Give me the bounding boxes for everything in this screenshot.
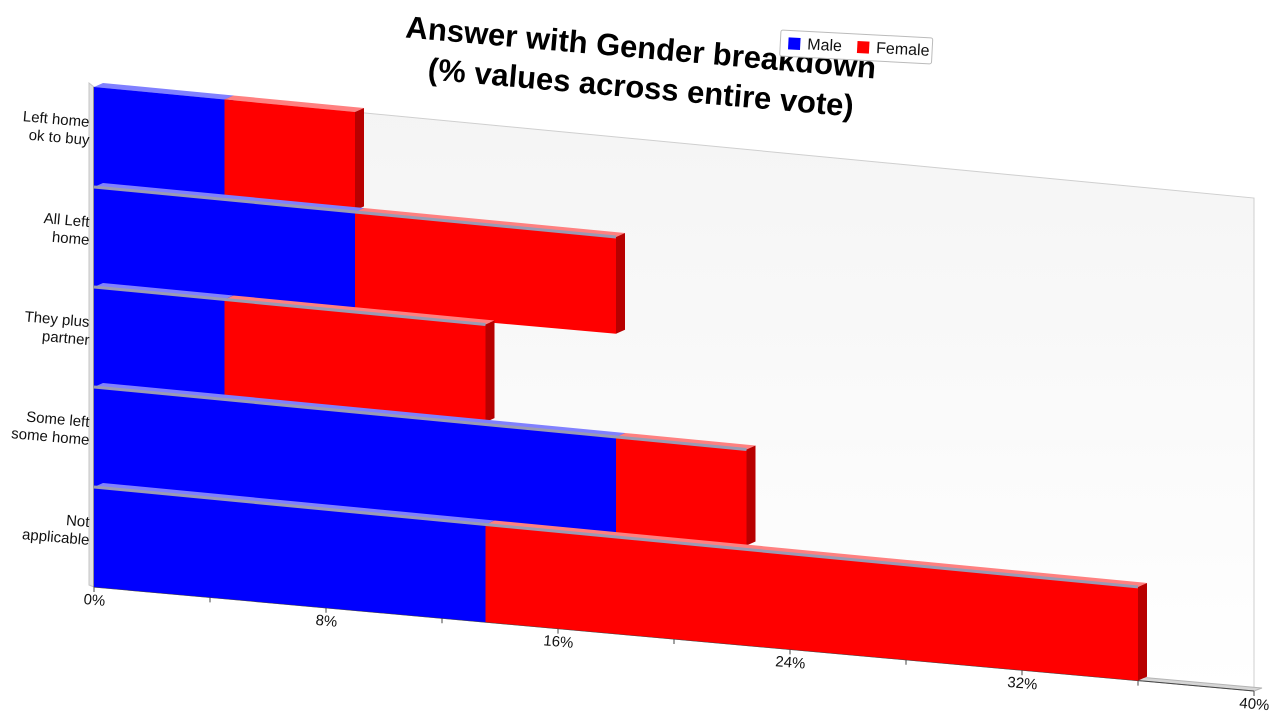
category-label: home [51, 229, 90, 249]
legend-swatch-female [856, 41, 870, 54]
category-label: Not [65, 512, 91, 531]
bar-top-face [94, 383, 625, 437]
bar-top-face [94, 83, 234, 100]
bar-top-face [94, 483, 495, 525]
x-tick-label: 16% [543, 632, 574, 652]
band-divider [93, 385, 747, 451]
category-label: ok to buy [28, 127, 91, 149]
category-label: Left home [22, 108, 90, 131]
bar-segment-female [355, 207, 625, 334]
bar-side-face [616, 232, 625, 334]
bar-front-face [94, 287, 225, 399]
bar-top-face [485, 520, 1147, 587]
x-tick-label: 40% [1239, 695, 1270, 715]
bar-side-face [1138, 582, 1147, 681]
bar-top-face [94, 283, 234, 300]
x-tick-label: 24% [775, 653, 806, 673]
legend-label-male: Male [807, 36, 843, 55]
bar-front-face [94, 487, 486, 623]
bar-top-face [616, 432, 756, 450]
chart-title: Answer with Gender breakdown(% values ac… [404, 10, 877, 124]
category-label: Some left [26, 409, 91, 432]
legend-label-female: Female [876, 40, 930, 60]
bar-segment-male [94, 83, 234, 199]
bar-front-face [224, 299, 486, 423]
bar-front-face [485, 524, 1138, 681]
bar-side-face [746, 445, 756, 546]
bar-segment-male [94, 283, 234, 399]
bar-front-face [224, 99, 355, 211]
bar-side-face [355, 107, 364, 211]
bar-segment-female [224, 95, 364, 211]
category-label: applicable [21, 526, 90, 549]
band-divider [93, 285, 486, 326]
bars-group [93, 83, 1147, 681]
bar-top-face [224, 95, 364, 112]
legend-box: Male Female [779, 29, 934, 65]
bar-top-face [224, 295, 495, 325]
bar-front-face [94, 187, 355, 311]
band-divider [93, 185, 617, 239]
category-label: some home [11, 425, 91, 449]
category-label: They plus [24, 308, 90, 331]
x-tick-label: 8% [315, 612, 338, 631]
bar-segment-female [224, 295, 495, 423]
bar-front-face [355, 211, 616, 334]
x-tick-label: 32% [1007, 674, 1038, 694]
bar-front-face [616, 436, 747, 546]
band-divider [93, 485, 1139, 589]
bar-side-face [485, 320, 495, 423]
bar-segment-female [616, 432, 756, 546]
x-tick-label: 0% [83, 591, 106, 610]
legend-swatch-male [787, 37, 801, 51]
bar-top-face [355, 207, 625, 237]
category-label: All Left [43, 210, 91, 231]
category-label: partner [41, 328, 90, 349]
legend-frame [779, 29, 934, 65]
bar-front-face [94, 87, 225, 199]
bar-top-face [94, 183, 364, 212]
legend: Male Female [779, 29, 934, 65]
bar-segment-female [485, 520, 1147, 681]
